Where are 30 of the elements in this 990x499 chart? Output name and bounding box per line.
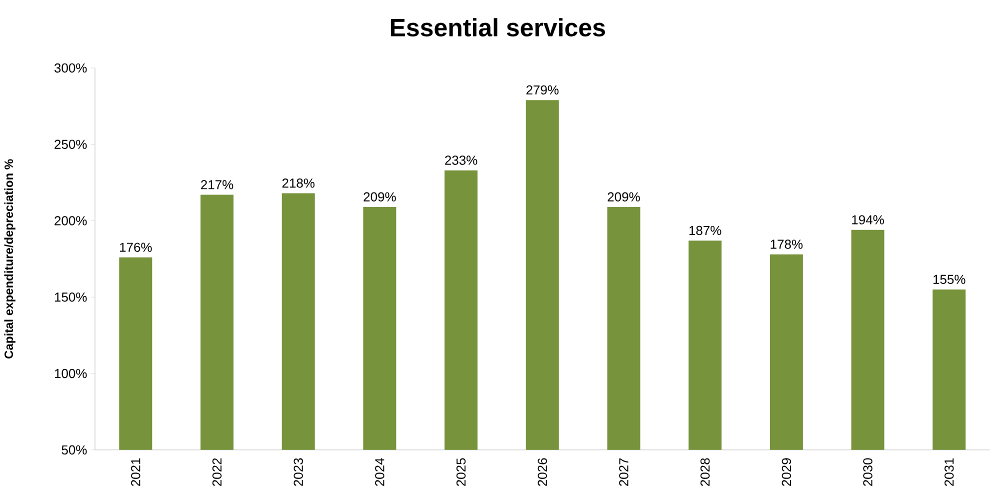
y-tick-label: 300% bbox=[54, 63, 87, 73]
chart-title: Essential services bbox=[390, 18, 605, 37]
y-axis-title: Capital expenditure/depreciation % bbox=[4, 159, 16, 358]
data-label: 209% bbox=[608, 192, 640, 202]
data-label: 187% bbox=[689, 226, 722, 236]
y-tick-label: 50% bbox=[62, 445, 87, 455]
y-tick-label: 200% bbox=[54, 216, 87, 226]
data-label: 176% bbox=[120, 242, 152, 252]
y-tick-label: 100% bbox=[54, 368, 87, 378]
x-tick-label: 2024 bbox=[375, 458, 384, 486]
data-label: 217% bbox=[201, 180, 234, 190]
x-tick-label: 2021 bbox=[131, 458, 140, 486]
x-tick-label: 2026 bbox=[538, 458, 547, 486]
data-label: 233% bbox=[445, 156, 478, 165]
y-tick-label: 250% bbox=[54, 140, 87, 150]
x-tick-label: 2027 bbox=[619, 458, 628, 486]
data-label: 194% bbox=[852, 215, 884, 224]
y-tick-label: 150% bbox=[54, 292, 87, 302]
x-tick-label: 2028 bbox=[700, 458, 710, 486]
data-label: 279% bbox=[526, 85, 559, 95]
x-tick-label: 2030 bbox=[863, 458, 872, 486]
x-tick-label: 2025 bbox=[456, 458, 466, 486]
x-tick-label: 2022 bbox=[212, 458, 222, 486]
x-tick-label: 2031 bbox=[944, 458, 954, 486]
data-label: 209% bbox=[364, 192, 396, 202]
x-tick-label: 2023 bbox=[294, 458, 303, 486]
data-label: 155% bbox=[933, 274, 966, 284]
data-label: 218% bbox=[282, 178, 315, 188]
x-tick-label: 2029 bbox=[782, 458, 792, 486]
data-label: 178% bbox=[770, 240, 803, 249]
